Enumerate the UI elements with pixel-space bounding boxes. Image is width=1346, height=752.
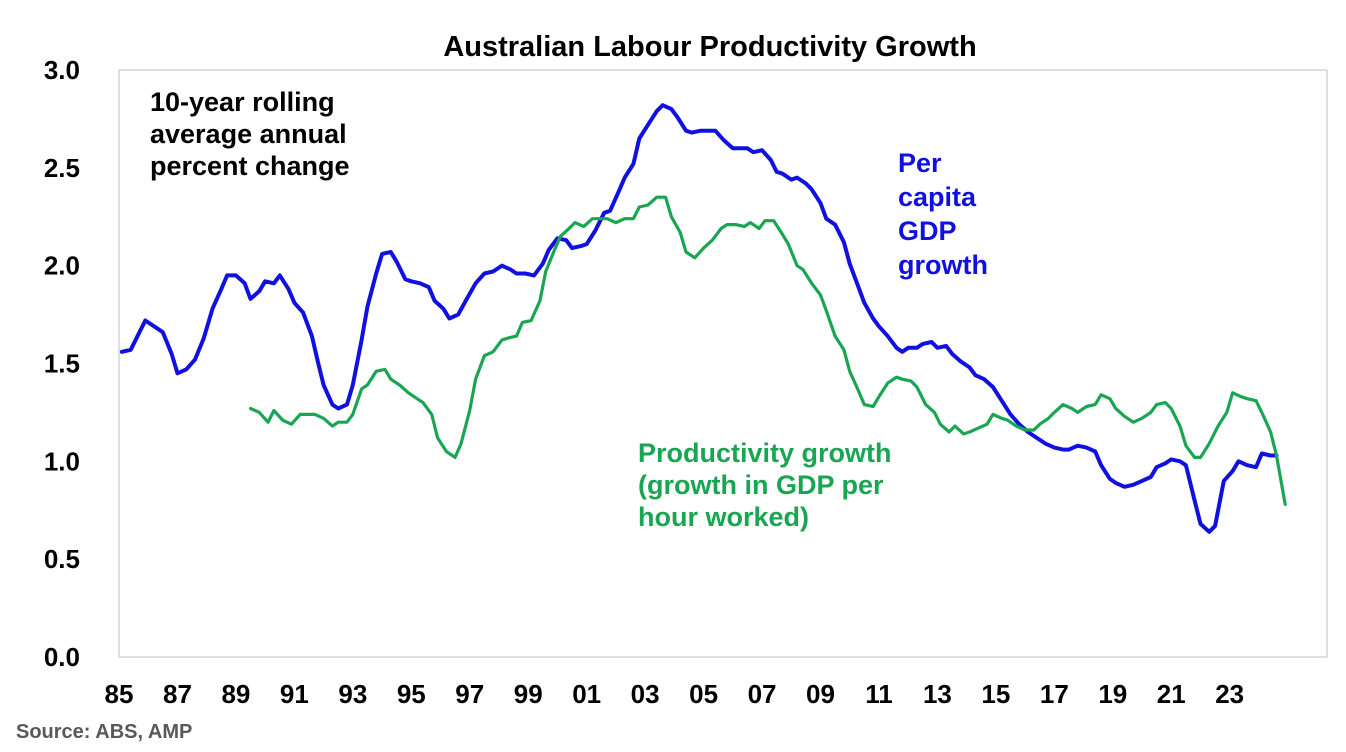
y-tick-label: 3.0 bbox=[44, 55, 80, 85]
x-tick-label: 19 bbox=[1098, 679, 1127, 709]
x-tick-label: 15 bbox=[981, 679, 1010, 709]
x-tick-label: 23 bbox=[1215, 679, 1244, 709]
x-tick-label: 93 bbox=[338, 679, 367, 709]
x-tick-label: 91 bbox=[280, 679, 309, 709]
measure-annotation-line-1: 10-year rolling bbox=[150, 87, 335, 117]
productivity-label-line-2: (growth in GDP per bbox=[638, 470, 884, 500]
y-tick-label: 2.0 bbox=[44, 251, 80, 281]
measure-annotation: 10-year rolling average annual percent c… bbox=[150, 87, 354, 181]
chart-title: Australian Labour Productivity Growth bbox=[443, 31, 976, 63]
y-tick-label: 1.5 bbox=[44, 349, 80, 379]
series-layer bbox=[119, 103, 1287, 534]
x-tick-label: 17 bbox=[1040, 679, 1069, 709]
x-tick-label: 05 bbox=[689, 679, 718, 709]
per-capita-label-line-4: growth bbox=[898, 250, 988, 280]
y-tick-label: 1.0 bbox=[44, 446, 80, 476]
source-note: Source: ABS, AMP bbox=[16, 721, 192, 743]
productivity-label-line-1: Productivity growth bbox=[638, 438, 892, 468]
measure-annotation-line-3: percent change bbox=[150, 151, 350, 181]
per-capita-series-label: Per capita GDP growth bbox=[898, 148, 988, 280]
x-tick-label: 03 bbox=[631, 679, 660, 709]
x-tick-label: 85 bbox=[105, 679, 134, 709]
productivity-series-label: Productivity growth (growth in GDP per h… bbox=[638, 438, 899, 532]
productivity-growth-line bbox=[248, 195, 1287, 506]
per-capita-label-line-3: GDP bbox=[898, 216, 957, 246]
y-tick-label: 0.5 bbox=[44, 544, 80, 574]
per-capita-label-line-2: capita bbox=[898, 182, 977, 212]
x-tick-label: 99 bbox=[514, 679, 543, 709]
x-tick-label: 87 bbox=[163, 679, 192, 709]
x-tick-label: 21 bbox=[1157, 679, 1186, 709]
measure-annotation-line-2: average annual bbox=[150, 119, 347, 149]
y-tick-label: 0.0 bbox=[44, 642, 80, 672]
x-tick-label: 11 bbox=[865, 679, 893, 709]
y-axis: 0.0 0.5 1.0 1.5 2.0 2.5 3.0 bbox=[44, 55, 80, 672]
x-tick-label: 95 bbox=[397, 679, 426, 709]
per-capita-label-line-1: Per bbox=[898, 148, 942, 178]
x-tick-label: 09 bbox=[806, 679, 835, 709]
x-tick-label: 97 bbox=[455, 679, 484, 709]
plot-area-frame bbox=[118, 69, 1328, 658]
x-axis: 85 87 89 91 93 95 97 99 01 03 05 07 09 11 13 15 17 19 21 23 bbox=[105, 679, 1245, 709]
x-tick-label: 07 bbox=[748, 679, 777, 709]
x-tick-label: 13 bbox=[923, 679, 952, 709]
y-tick-label: 2.5 bbox=[44, 153, 80, 183]
per-capita-gdp-growth-line bbox=[119, 103, 1279, 534]
x-tick-label: 89 bbox=[221, 679, 250, 709]
x-tick-label: 01 bbox=[572, 679, 601, 709]
productivity-label-line-3: hour worked) bbox=[638, 502, 809, 532]
